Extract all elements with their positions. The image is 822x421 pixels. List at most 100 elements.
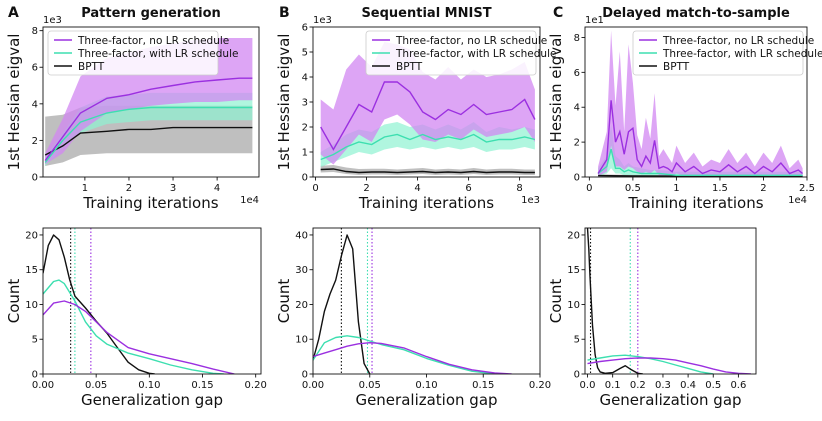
y-tick-label: 15	[25, 265, 38, 276]
x-tick-label: 2.5	[799, 183, 815, 194]
kde-curve-bptt	[586, 228, 643, 374]
x-axis-label: Training iterations	[627, 194, 763, 212]
chart-title: Pattern generation	[81, 6, 221, 21]
x-tick-label: 1	[673, 183, 679, 194]
x-tick-label: 0.4	[680, 380, 696, 391]
chart-a-top: 1 2 3 4 0 2 4 6 8 Training iterations 1st Hessian …	[5, 6, 260, 212]
axes-frame	[42, 26, 260, 178]
legend-box	[47, 30, 219, 76]
x-tick-label: 0.15	[191, 380, 213, 391]
x-tick-label: 1	[82, 183, 88, 194]
x-axis-label: Generalization gap	[355, 391, 497, 409]
y-tick-label: 20	[25, 230, 38, 241]
y-tick-label: 20	[295, 300, 308, 311]
y-tick-label: 6	[32, 63, 38, 74]
axes-frame	[312, 227, 541, 375]
x-sci-multiplier: 1e4	[240, 195, 259, 206]
x-tick-label: 0.5	[625, 183, 641, 194]
series-line-three-factor-with-lr-schedule	[597, 148, 803, 177]
y-tick-label: 10	[295, 335, 308, 346]
legend: Three-factor, no LR scheduleThree-factor…	[47, 30, 238, 76]
legend: Three-factor, no LR scheduleThree-factor…	[365, 30, 556, 76]
y-tick-label: 1	[302, 148, 308, 159]
x-tick-label: 0.00	[302, 380, 324, 391]
y-axis-label: Count	[5, 279, 23, 324]
x-tick-label: 8	[516, 183, 522, 194]
y-tick-label: 4	[32, 99, 38, 110]
series-line-three-factor-with-lr-schedule	[320, 133, 536, 161]
y-tick-label: 2	[32, 136, 38, 147]
kde-curve-three-factor-with-lr-schedule	[43, 279, 224, 374]
y-sci-multiplier: 1e3	[313, 15, 332, 26]
x-tick-label: 0	[312, 183, 318, 194]
legend-box	[365, 30, 537, 76]
y-tick-label: 8	[574, 33, 580, 44]
y-tick-label: 0	[302, 173, 308, 184]
chart-title: Delayed match-to-sample	[602, 6, 790, 21]
x-tick-label: 2	[126, 183, 132, 194]
panel-letter-b: B	[279, 5, 290, 21]
y-tick-label: 0	[32, 370, 38, 381]
plot-area	[597, 30, 804, 177]
x-tick-label: 0.15	[472, 380, 494, 391]
x-tick-label: 0.2	[630, 380, 646, 391]
kde-curve-bptt	[313, 234, 371, 374]
kde-curve-bptt	[43, 234, 155, 374]
legend-label-bptt: BPTT	[396, 61, 423, 73]
y-axis-label: 1st Hessian eigval	[275, 34, 293, 171]
band-three-factor-no-lr-schedule	[598, 30, 803, 177]
series-line-three-factor-no-lr-schedule	[597, 100, 804, 175]
x-tick-label: 0	[586, 183, 592, 194]
y-axis-label: 1st Hessian eigval	[5, 34, 23, 171]
y-sci-multiplier: 1e3	[43, 15, 62, 26]
x-tick-label: 0.20	[529, 380, 551, 391]
kde-curve-three-factor-no-lr-schedule	[587, 357, 752, 374]
kde-curve-three-factor-no-lr-schedule	[313, 342, 512, 374]
axes-frame	[584, 227, 757, 375]
band-three-factor-with-lr-schedule	[598, 124, 803, 177]
y-tick-label: 10	[25, 300, 38, 311]
legend: Three-factor, no LR scheduleThree-factor…	[632, 30, 822, 76]
series-line-bptt	[598, 174, 803, 177]
y-sci-multiplier: 1e1	[585, 15, 604, 26]
y-axis-label: Count	[275, 279, 293, 324]
x-tick-label: 4	[214, 183, 220, 194]
x-tick-label: 0.0	[580, 380, 596, 391]
y-tick-label: 4	[574, 103, 580, 114]
series-line-three-factor-no-lr-schedule	[320, 81, 536, 151]
legend-label-three-factor-with-lr-schedule: Three-factor, with LR schedule	[395, 48, 556, 60]
chart-c-top: 0 0.5 1 1.5 2 2.5 0 2 4 6 8 Training iterations 1st …	[547, 6, 822, 212]
y-tick-label: 0	[574, 173, 580, 184]
legend-label-three-factor-no-lr-schedule: Three-factor, no LR schedule	[77, 35, 229, 47]
legend-label-bptt: BPTT	[663, 61, 690, 73]
y-tick-label: 30	[295, 265, 308, 276]
legend-label-bptt: BPTT	[78, 61, 105, 73]
plot-area	[313, 228, 512, 374]
y-tick-label: 2	[302, 123, 308, 134]
x-tick-label: 0.6	[730, 380, 746, 391]
y-tick-label: 5	[302, 48, 308, 59]
panel-letter-a: A	[8, 5, 19, 21]
y-tick-label: 10	[567, 300, 580, 311]
y-axis-label: 1st Hessian eigval	[547, 34, 565, 171]
axes-frame	[584, 26, 808, 178]
x-tick-label: 0.20	[245, 380, 267, 391]
plot-area	[586, 228, 752, 374]
plot-area	[43, 228, 235, 374]
x-tick-label: 0.05	[85, 380, 107, 391]
series-line-three-factor-no-lr-schedule	[44, 77, 253, 161]
x-tick-label: 0.5	[705, 380, 721, 391]
series-line-bptt	[44, 126, 253, 156]
chart-title: Sequential MNIST	[361, 6, 491, 21]
y-tick-label: 20	[567, 230, 580, 241]
legend-label-three-factor-with-lr-schedule: Three-factor, with LR schedule	[77, 48, 238, 60]
series-line-bptt	[320, 168, 535, 174]
y-tick-label: 6	[302, 23, 308, 34]
x-axis-label: Training iterations	[358, 194, 494, 212]
y-tick-label: 6	[574, 68, 580, 79]
panel-letter-c: C	[553, 5, 563, 21]
y-tick-label: 2	[574, 138, 580, 149]
y-tick-label: 5	[574, 335, 580, 346]
